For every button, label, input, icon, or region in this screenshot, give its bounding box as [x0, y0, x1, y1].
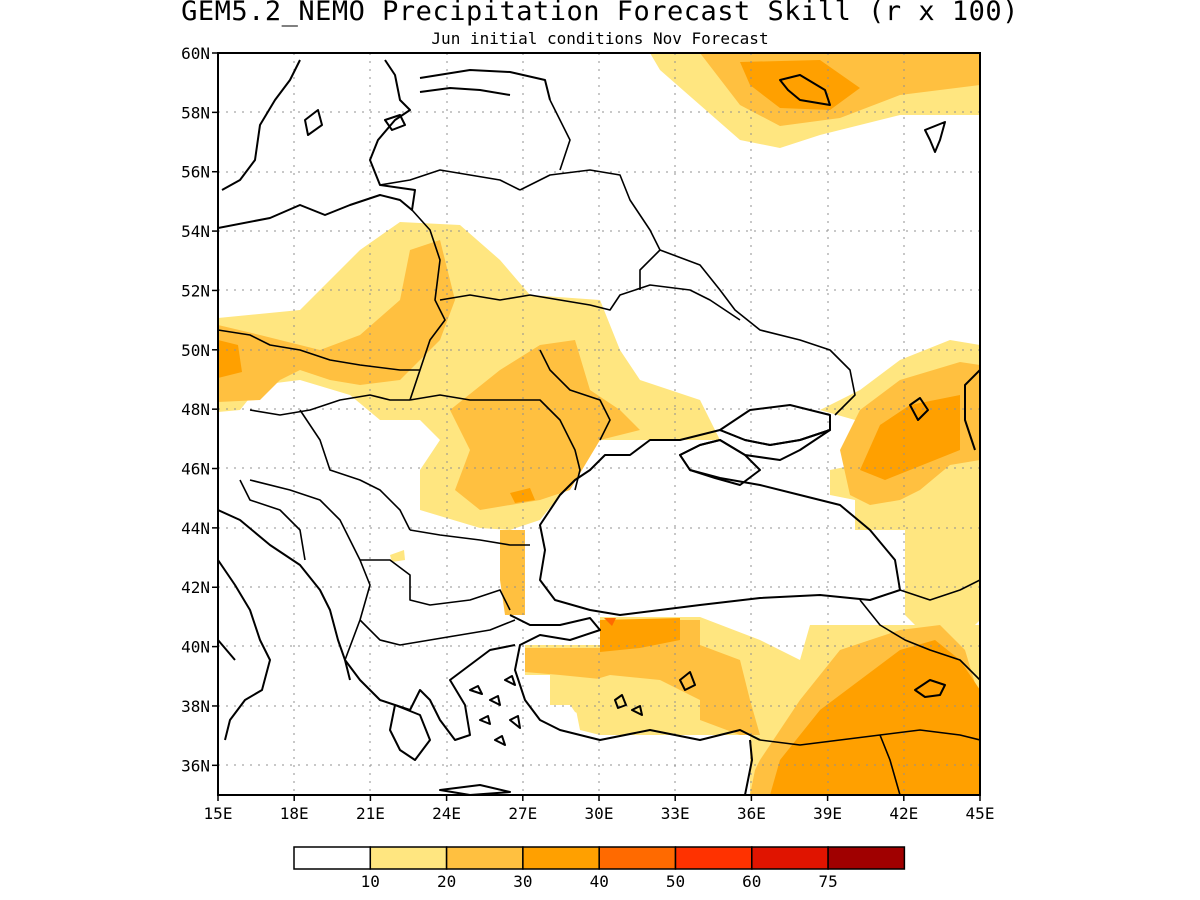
coastlines [218, 59, 980, 795]
longitude-tick-label: 15E [204, 804, 233, 823]
skill-region-central-mid [218, 240, 455, 402]
country-borders [218, 99, 980, 795]
latitude-tick-label: 48N [181, 400, 210, 419]
colorbar-level-label: 75 [818, 872, 837, 891]
map-subtitle: Jun initial conditions Nov Forecast [431, 29, 769, 48]
sea-of-azov [719, 404, 831, 446]
colorbar-swatch [293, 846, 372, 870]
colorbar-swatch [522, 846, 600, 870]
colorbar-level-label: 30 [513, 872, 532, 891]
colorbar-level-label: 20 [437, 872, 456, 891]
colorbar-swatch [674, 846, 753, 870]
skill-region-turkey-west-core [600, 618, 680, 652]
longitude-tick-label: 30E [585, 804, 614, 823]
latitude-tick-label: 54N [181, 222, 210, 241]
skill-region-turkey-mid [525, 620, 760, 735]
caspian-coast [964, 369, 980, 451]
latitude-tick-label: 50N [181, 341, 210, 360]
colorbar-swatch [598, 846, 677, 870]
caspian-island [909, 397, 929, 421]
levant-coast [744, 739, 753, 795]
turkey-lakes [614, 671, 696, 716]
skill-shading [218, 53, 980, 795]
colorbar-swatch [369, 846, 448, 870]
lake-onega [779, 74, 831, 106]
latitude-tick-labels: 36N 38N 40N 42N 44N 46N 48N 50N 52N 54N 56N 58N 60N [181, 44, 218, 775]
lake-van [914, 679, 946, 698]
greece-coast [344, 644, 516, 741]
latitude-tick-label: 42N [181, 578, 210, 597]
skill-region-turkey-red [604, 618, 616, 626]
longitude-tick-label: 42E [889, 804, 918, 823]
longitude-tick-label: 27E [508, 804, 537, 823]
skill-region-central [218, 222, 720, 530]
latitude-tick-label: 40N [181, 638, 210, 657]
latitude-tick-label: 44N [181, 519, 210, 538]
colorbar: 10 20 30 40 50 60 75 [293, 846, 906, 891]
skill-region-turkey-east-core [770, 640, 980, 795]
longitude-tick-labels: 15E 18E 21E 24E 27E 30E 33E 36E 39E 42E 45E [204, 795, 995, 823]
longitude-tick-label: 24E [432, 804, 461, 823]
skill-region-turkey-light [560, 675, 700, 730]
crimea [679, 439, 761, 486]
gotland [304, 109, 323, 136]
longitude-tick-label: 39E [813, 804, 842, 823]
baltic-coast [218, 59, 416, 229]
colorbar-swatch [445, 846, 524, 870]
latitude-tick-label: 38N [181, 697, 210, 716]
skill-region-moldova-core [510, 488, 535, 503]
longitude-tick-label: 33E [661, 804, 690, 823]
italy-coast [218, 559, 271, 741]
skill-region-north-core [740, 60, 860, 110]
colorbar-level-label: 10 [361, 872, 380, 891]
colorbar-level-label: 40 [590, 872, 609, 891]
longitude-tick-label: 18E [280, 804, 309, 823]
colorbar-level-label: 50 [666, 872, 685, 891]
saaremaa [384, 114, 406, 131]
longitude-tick-label: 45E [966, 804, 995, 823]
longitude-tick-label: 36E [737, 804, 766, 823]
skill-region-small [390, 550, 405, 562]
colorbar-swatch [751, 846, 829, 870]
latitude-tick-label: 52N [181, 281, 210, 300]
latitude-tick-label: 60N [181, 44, 210, 63]
colorbar-swatch [827, 846, 906, 870]
rybinsk-reservoir [924, 121, 946, 153]
latitude-tick-label: 58N [181, 103, 210, 122]
gulf-of-finland [419, 69, 551, 101]
skill-region-moldova [450, 340, 640, 510]
latitude-tick-label: 46N [181, 460, 210, 479]
latitude-tick-label: 56N [181, 163, 210, 182]
colorbar-level-label: 60 [742, 872, 761, 891]
adriatic-coast [218, 509, 351, 681]
longitude-tick-label: 21E [356, 804, 385, 823]
peloponnese [389, 704, 431, 761]
crete [439, 784, 511, 795]
marmara-coast [509, 614, 761, 741]
map-title: GEM5.2_NEMO Precipitation Forecast Skill… [181, 0, 1019, 27]
skill-region-east-core [860, 395, 960, 480]
aegean-islands [469, 675, 521, 746]
skill-region-bulgaria [500, 530, 525, 615]
latitude-tick-label: 36N [181, 756, 210, 775]
